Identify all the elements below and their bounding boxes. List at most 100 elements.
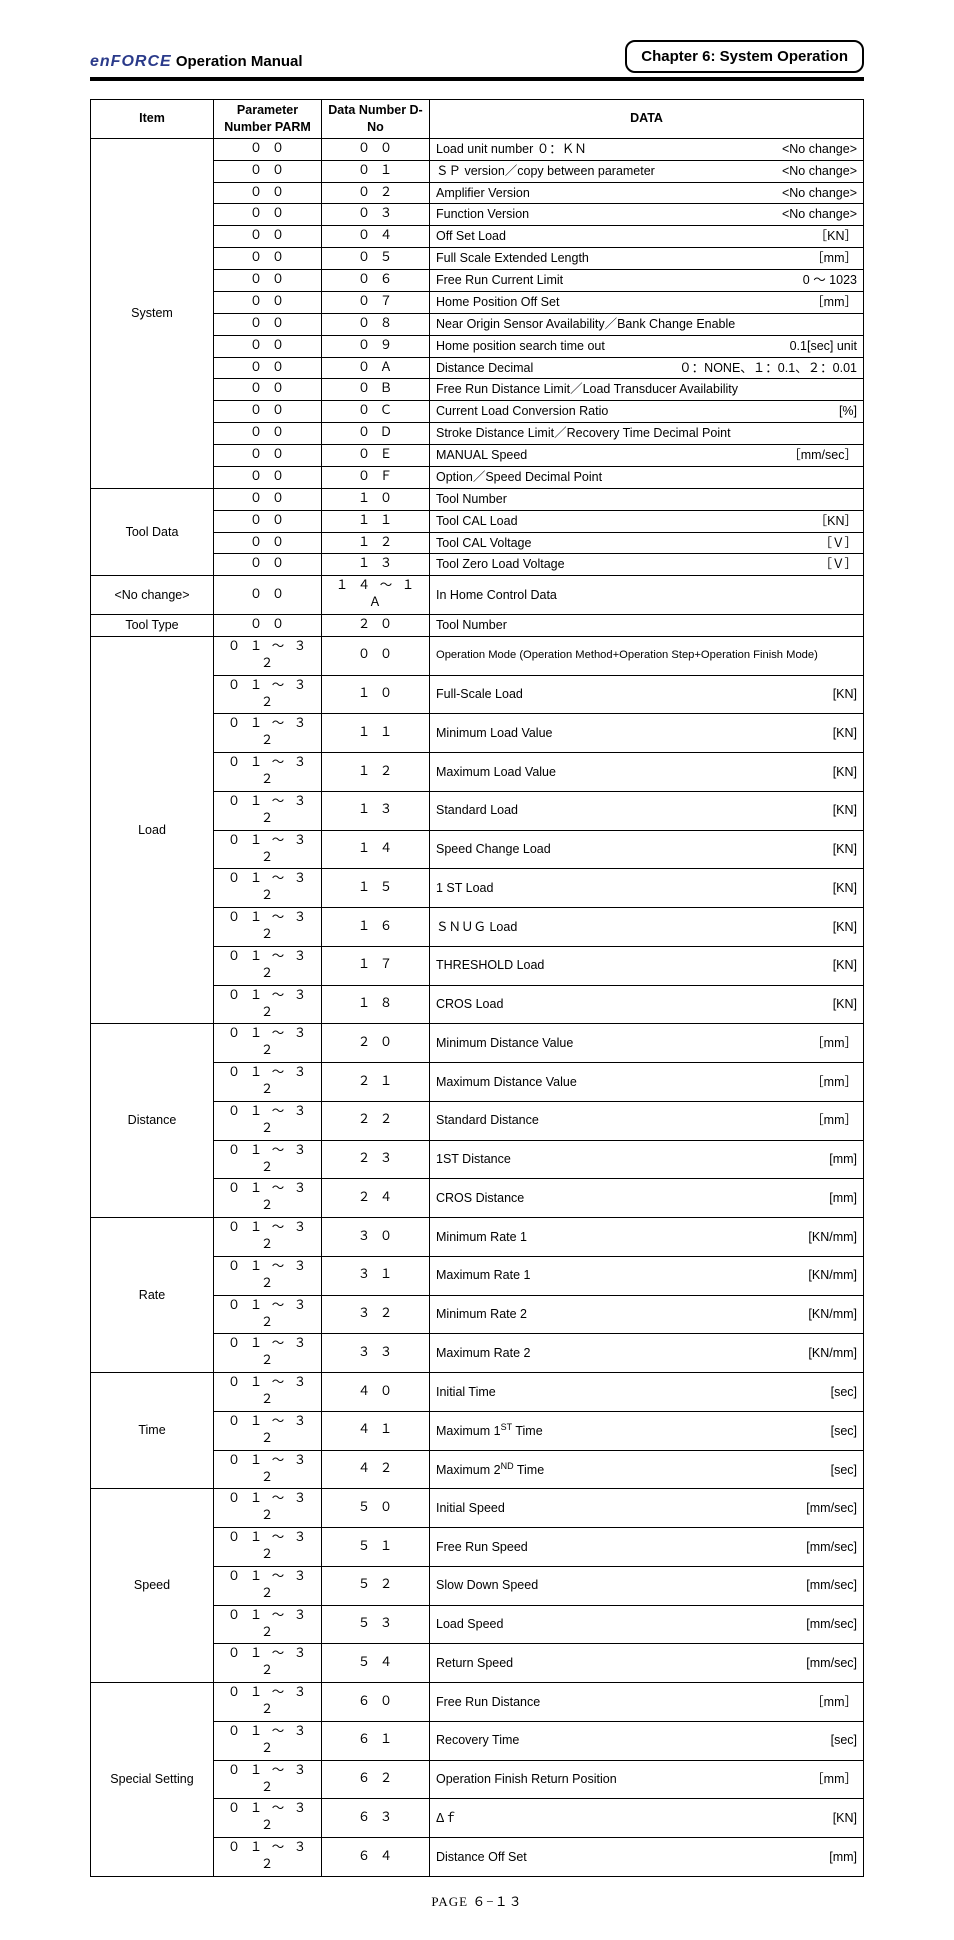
- table-row: Tool Type０ ０２ ０Tool Number: [91, 615, 864, 637]
- parm-cell: ０ ０: [214, 510, 322, 532]
- dno-cell: ４ ０: [322, 1373, 430, 1412]
- data-cell: Free Run Distance Limit／Load Transducer …: [430, 379, 864, 401]
- parm-cell: ０ １ ～ ３ ２: [214, 1644, 322, 1683]
- parm-cell: ０ ０: [214, 204, 322, 226]
- parm-cell: ０ ０: [214, 532, 322, 554]
- parm-cell: ０ １ ～ ３ ２: [214, 869, 322, 908]
- data-desc: Minimum Rate 2: [436, 1306, 800, 1323]
- data-desc: Amplifier Version: [436, 185, 774, 202]
- parm-cell: ０ １ ～ ３ ２: [214, 1295, 322, 1334]
- data-cell: Initial Time[sec]: [430, 1373, 864, 1412]
- parm-cell: ０ １ ～ ３ ２: [214, 1218, 322, 1257]
- parm-cell: ０ ０: [214, 554, 322, 576]
- data-cell: Maximum Rate 2[KN/mm]: [430, 1334, 864, 1373]
- item-cell: Tool Type: [91, 615, 214, 637]
- data-cell: Speed Change Load[KN]: [430, 830, 864, 869]
- dno-cell: ６ １: [322, 1721, 430, 1760]
- data-desc: Function Version: [436, 206, 774, 223]
- data-cell: Tool Number: [430, 488, 864, 510]
- data-desc: Tool Zero Load Voltage: [436, 556, 811, 573]
- data-cell: Maximum 1ST Time[sec]: [430, 1411, 864, 1450]
- parm-cell: ０ １ ～ ３ ２: [214, 1566, 322, 1605]
- data-desc: MANUAL Speed: [436, 447, 780, 464]
- data-unit: [mm]: [829, 1190, 857, 1207]
- data-cell: ＳＰ version／copy between parameter<No cha…: [430, 160, 864, 182]
- data-unit: <No change>: [782, 185, 857, 202]
- dno-cell: ５ ０: [322, 1489, 430, 1528]
- dno-cell: ０ ９: [322, 335, 430, 357]
- data-cell: Home position search time out0.1[sec] un…: [430, 335, 864, 357]
- dno-cell: ０ Ｃ: [322, 401, 430, 423]
- parm-cell: ０ １ ～ ３ ２: [214, 1334, 322, 1373]
- parm-cell: ０ ０: [214, 291, 322, 313]
- data-unit: [mm/sec]: [806, 1655, 857, 1672]
- parm-cell: ０ ０: [214, 313, 322, 335]
- data-desc: Free Run Distance Limit／Load Transducer …: [436, 381, 849, 398]
- data-cell: Δｆ [KN]: [430, 1799, 864, 1838]
- data-desc: Initial Speed: [436, 1500, 798, 1517]
- data-cell: Home Position Off Set［mm］: [430, 291, 864, 313]
- data-desc: ＳＮＵＧ Load: [436, 919, 825, 936]
- table-row: System０ ００ ０Load unit number ０：ＫＮ<No cha…: [91, 138, 864, 160]
- th-item: Item: [91, 100, 214, 139]
- data-unit: [mm/sec]: [806, 1500, 857, 1517]
- parm-cell: ０ １ ～ ３ ２: [214, 1760, 322, 1799]
- data-cell: 1 ST Load[KN]: [430, 869, 864, 908]
- dno-cell: ５ ３: [322, 1605, 430, 1644]
- data-unit: [mm]: [829, 1849, 857, 1866]
- dno-cell: ０ ３: [322, 204, 430, 226]
- data-unit: ［mm］: [811, 1112, 857, 1129]
- data-desc: 1 ST Load: [436, 880, 825, 897]
- parm-cell: ０ ０: [214, 182, 322, 204]
- data-cell: THRESHOLD Load[KN]: [430, 946, 864, 985]
- data-cell: CROS Load[KN]: [430, 985, 864, 1024]
- data-cell: ＳＮＵＧ Load [KN]: [430, 908, 864, 947]
- dno-cell: ６ ３: [322, 1799, 430, 1838]
- data-desc: Load Speed: [436, 1616, 798, 1633]
- data-unit: [KN]: [833, 841, 857, 858]
- dno-cell: １ ０: [322, 675, 430, 714]
- parm-cell: ０ ０: [214, 138, 322, 160]
- dno-cell: ２ ２: [322, 1101, 430, 1140]
- parm-cell: ０ ０: [214, 379, 322, 401]
- data-unit: ［Ｖ］: [819, 556, 857, 573]
- data-cell: Standard Load[KN]: [430, 791, 864, 830]
- dno-cell: ２ ３: [322, 1140, 430, 1179]
- parm-cell: ０ １ ～ ３ ２: [214, 985, 322, 1024]
- th-dno: Data Number D-No: [322, 100, 430, 139]
- data-cell: Full Scale Extended Length［mm］: [430, 248, 864, 270]
- data-desc: Δｆ: [436, 1810, 825, 1827]
- data-cell: Standard Distance［mm］: [430, 1101, 864, 1140]
- data-unit: ０：NONE、１：0.1、２：0.01: [679, 360, 857, 377]
- dno-cell: ３ ２: [322, 1295, 430, 1334]
- data-desc: Recovery Time: [436, 1732, 823, 1749]
- dno-cell: ３ ３: [322, 1334, 430, 1373]
- data-cell: Operation Mode (Operation Method+Operati…: [430, 636, 864, 675]
- parm-cell: ０ １ ～ ３ ２: [214, 1063, 322, 1102]
- data-cell: 1ST Distance[mm]: [430, 1140, 864, 1179]
- dno-cell: ０ ７: [322, 291, 430, 313]
- parm-cell: ０ ０: [214, 160, 322, 182]
- data-unit: [KN/mm]: [808, 1229, 857, 1246]
- dno-cell: ０ Ｆ: [322, 466, 430, 488]
- data-unit: [sec]: [831, 1462, 857, 1479]
- parm-cell: ０ １ ～ ３ ２: [214, 1605, 322, 1644]
- data-cell: Tool Zero Load Voltage ［Ｖ］: [430, 554, 864, 576]
- dno-cell: １ ０: [322, 488, 430, 510]
- dno-cell: ５ ２: [322, 1566, 430, 1605]
- dno-cell: １ ６: [322, 908, 430, 947]
- data-cell: MANUAL Speed［mm/sec］: [430, 445, 864, 467]
- dno-cell: １ ２: [322, 532, 430, 554]
- table-row: Time０ １ ～ ３ ２４ ０Initial Time[sec]: [91, 1373, 864, 1412]
- data-unit: [sec]: [831, 1384, 857, 1401]
- dno-cell: ０ ０: [322, 138, 430, 160]
- data-desc: THRESHOLD Load: [436, 957, 825, 974]
- dno-cell: ０ ８: [322, 313, 430, 335]
- data-cell: Load unit number ０：ＫＮ<No change>: [430, 138, 864, 160]
- data-cell: Off Set Load［KN］: [430, 226, 864, 248]
- parm-cell: ０ １ ～ ３ ２: [214, 1179, 322, 1218]
- data-unit: [%]: [839, 403, 857, 420]
- parm-cell: ０ １ ～ ３ ２: [214, 791, 322, 830]
- data-unit: [KN]: [833, 1810, 857, 1827]
- data-unit: [KN]: [833, 919, 857, 936]
